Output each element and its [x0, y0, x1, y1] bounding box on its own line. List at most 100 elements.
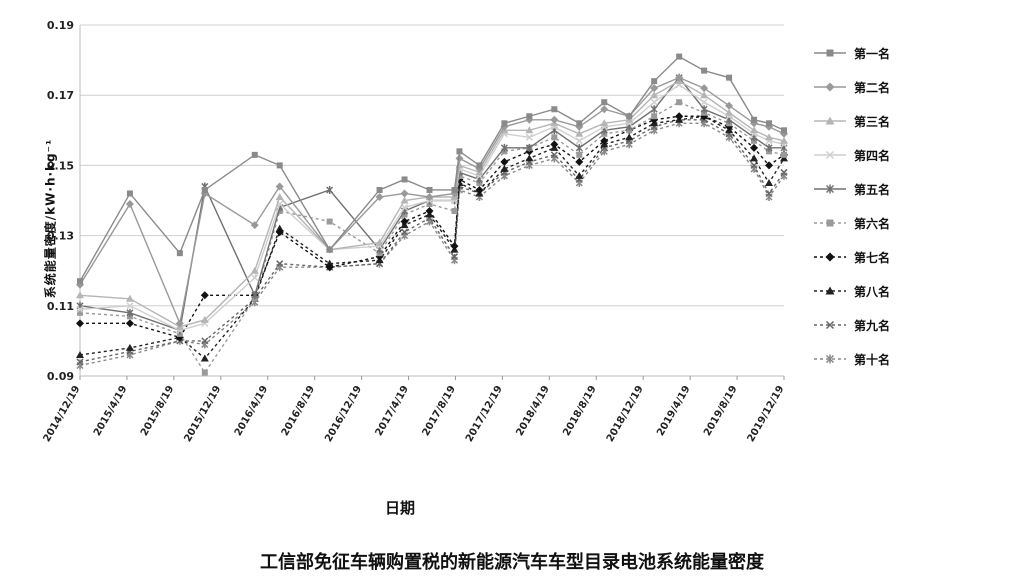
- data-point: [401, 203, 409, 212]
- data-point: [765, 189, 773, 198]
- data-point: [126, 190, 133, 197]
- legend-swatch: [814, 252, 846, 262]
- data-point: [425, 207, 434, 216]
- data-point: [701, 67, 708, 74]
- data-point: [575, 171, 584, 179]
- legend-label: 第七名: [854, 250, 891, 265]
- y-tick-labels: 0.09 0.11 0.13 0.15 0.17 0.19: [47, 19, 74, 383]
- series-line: [79, 76, 784, 332]
- data-point: [525, 126, 534, 134]
- data-point: [201, 337, 209, 345]
- x-tick-label: 2015/4/19: [92, 384, 130, 438]
- data-point: [676, 99, 683, 106]
- data-point: [76, 350, 84, 358]
- legend-label: 第九名: [854, 318, 891, 333]
- data-point: [825, 116, 835, 125]
- data-point: [780, 136, 788, 144]
- data-point: [766, 120, 773, 127]
- data-point: [275, 182, 284, 191]
- data-point: [401, 176, 408, 183]
- data-point: [725, 101, 734, 110]
- y-tick-label: 0.13: [47, 230, 74, 243]
- legend-swatch: [814, 116, 846, 125]
- x-tick-label: 2016/8/19: [280, 384, 318, 438]
- data-point: [651, 113, 658, 120]
- x-tick-label: 2018/12/19: [605, 384, 646, 444]
- data-point: [550, 151, 558, 159]
- chart-title: 工信部免征车辆购置税的新能源汽车车型目录电池系统能量密度: [260, 552, 764, 573]
- data-point: [525, 133, 533, 141]
- series-lines: [76, 53, 788, 376]
- data-point: [750, 154, 759, 162]
- data-point: [251, 274, 259, 282]
- data-point: [526, 113, 533, 120]
- data-point: [575, 137, 583, 145]
- legend-item: 第六名: [812, 206, 1012, 240]
- series-line: [79, 122, 785, 367]
- legend-item: 第八名: [812, 274, 1012, 308]
- data-point: [76, 319, 84, 328]
- data-point: [475, 185, 484, 194]
- legend-label: 第二名: [854, 80, 891, 95]
- data-point: [500, 164, 509, 172]
- data-point: [501, 120, 508, 127]
- x-tick-labels: 2014/12/19 2015/4/19 2015/8/19 2015/12/19 20…: [42, 376, 787, 444]
- data-point: [175, 319, 184, 328]
- data-point: [375, 238, 384, 246]
- legend-item: 第一名: [812, 36, 1012, 70]
- data-point: [200, 354, 209, 362]
- data-point: [200, 291, 209, 300]
- legend-item: 第四名: [812, 138, 1012, 172]
- data-point: [376, 186, 383, 193]
- series-line: [79, 83, 785, 332]
- data-point: [825, 286, 835, 295]
- series-line: [79, 80, 785, 328]
- data-point: [375, 192, 384, 201]
- data-point: [325, 263, 334, 272]
- data-point: [750, 143, 759, 152]
- data-point: [275, 224, 284, 232]
- x-tick-label: 2016/12/19: [323, 384, 364, 444]
- data-point: [326, 246, 333, 253]
- legend-item: 第二名: [812, 70, 1012, 104]
- y-tick-label: 0.09: [47, 370, 74, 383]
- data-point: [751, 116, 758, 123]
- data-point: [826, 49, 834, 57]
- data-point: [550, 115, 559, 124]
- series-line: [79, 119, 785, 363]
- data-point: [125, 319, 134, 328]
- data-point: [251, 151, 258, 158]
- data-point: [725, 108, 734, 116]
- data-point: [575, 157, 584, 166]
- legend-swatch: [814, 150, 846, 160]
- data-point: [601, 99, 608, 106]
- x-tick-label: 2015/8/19: [139, 384, 177, 438]
- legend-label: 第八名: [854, 284, 891, 299]
- data-point: [575, 129, 584, 137]
- data-point: [700, 91, 709, 99]
- data-point: [326, 218, 333, 225]
- data-point: [551, 106, 558, 113]
- legend-swatch: [814, 49, 846, 57]
- data-point: [676, 53, 683, 60]
- data-point: [700, 84, 709, 93]
- data-point: [825, 82, 835, 92]
- legend-item: 第三名: [812, 104, 1012, 138]
- data-point: [600, 136, 609, 145]
- data-point: [476, 162, 483, 169]
- series-9: [76, 116, 788, 366]
- data-point: [675, 112, 684, 121]
- series-3: [76, 77, 788, 330]
- data-point: [825, 252, 835, 262]
- data-point: [400, 196, 409, 204]
- data-point: [551, 134, 558, 141]
- data-point: [200, 315, 209, 323]
- legend-swatch: [814, 320, 846, 330]
- data-point: [781, 151, 787, 158]
- series-line: [79, 101, 785, 374]
- data-point: [650, 91, 659, 99]
- data-point: [651, 78, 658, 85]
- data-point: [650, 98, 658, 106]
- data-point: [400, 189, 409, 198]
- x-tick-label: 2019/12/19: [746, 384, 787, 444]
